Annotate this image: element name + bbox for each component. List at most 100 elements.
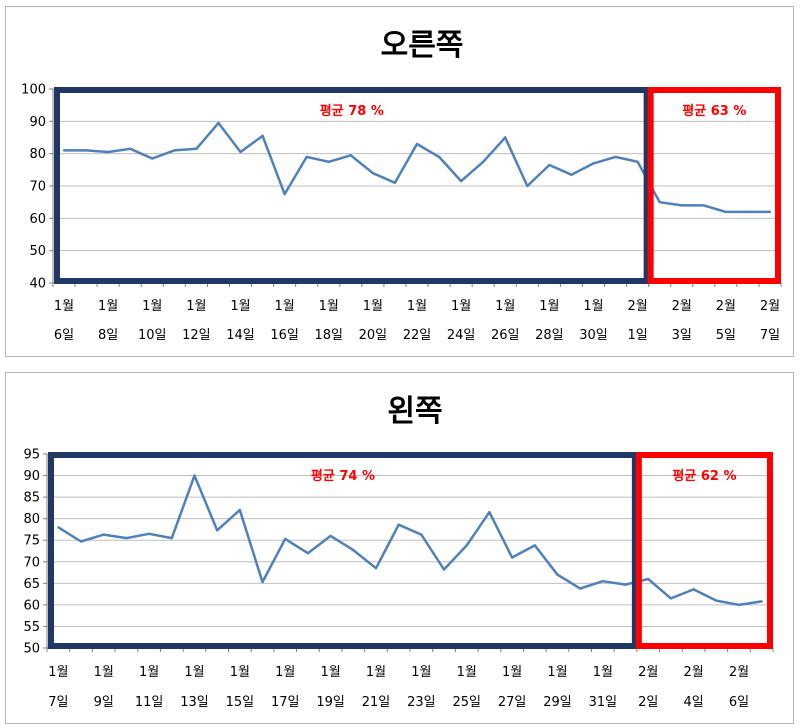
y-tick-label: 80 — [23, 512, 40, 527]
x-tick-label-day: 7일 — [48, 695, 68, 710]
x-tick-label-day: 23일 — [407, 695, 436, 710]
x-tick-label-month: 2월 — [716, 299, 736, 314]
data-point — [481, 160, 485, 163]
y-tick-label: 50 — [23, 642, 40, 657]
x-tick-label-day: 28일 — [535, 328, 564, 343]
data-point — [488, 511, 491, 514]
x-tick-label-month: 1월 — [547, 665, 567, 680]
data-point — [459, 179, 463, 183]
data-point — [397, 523, 400, 526]
data-point — [760, 600, 763, 603]
data-point — [306, 551, 310, 555]
x-tick-label-month: 1월 — [184, 665, 204, 680]
right-chart-panel: 오른쪽 40 50 60 70 80 90 100 1월 6일 1월 8일 1월 10일 1월 12일 1월 14… — [5, 6, 794, 357]
region-box — [48, 452, 638, 649]
y-tick-label: 60 — [29, 212, 46, 227]
data-point — [624, 583, 627, 586]
x-tick-label-month: 1월 — [230, 665, 250, 680]
x-tick-label-month: 1월 — [54, 299, 74, 314]
y-tick-label: 90 — [29, 115, 46, 130]
y-tick-label: 60 — [23, 598, 40, 613]
data-point — [658, 200, 661, 204]
x-tick-label-month: 1월 — [407, 299, 427, 314]
x-tick-label-day: 9일 — [94, 695, 114, 710]
data-point — [465, 544, 468, 547]
data-point — [238, 508, 242, 512]
x-tick-label-month: 1월 — [451, 299, 471, 314]
y-tick-label: 100 — [21, 83, 46, 98]
x-tick-label-month: 2월 — [638, 665, 658, 680]
y-tick-label: 40 — [29, 277, 46, 292]
data-point — [442, 568, 446, 571]
y-tick-label: 70 — [29, 180, 46, 195]
right-chart: 오른쪽 40 50 60 70 80 90 100 1월 6일 1월 8일 1월 10일 1월 12일 1월 14… — [21, 28, 782, 343]
data-point — [724, 210, 728, 214]
x-tick-label-month: 2월 — [672, 299, 692, 314]
x-tick-label-month: 2월 — [760, 299, 780, 314]
data-point — [570, 173, 573, 176]
x-tick-label-day: 17일 — [271, 695, 300, 710]
data-point — [170, 536, 173, 540]
x-tick-label-day: 18일 — [314, 328, 343, 343]
x-tick-label-day: 31일 — [589, 695, 618, 710]
data-point — [329, 534, 332, 538]
x-tick-label-day: 2일 — [638, 695, 658, 710]
data-point — [647, 577, 650, 581]
data-point — [284, 537, 287, 541]
data-point — [217, 121, 220, 125]
x-tick-label-month: 1월 — [98, 299, 118, 314]
region-box — [635, 452, 773, 649]
x-tick-label-month: 1월 — [411, 665, 431, 680]
x-tick-label-day: 6일 — [54, 328, 74, 343]
average-label: 평균 62 % — [672, 468, 736, 484]
data-point — [129, 147, 132, 151]
x-tick-label-month: 2월 — [627, 299, 647, 314]
x-tick-label-day: 12일 — [182, 328, 211, 343]
data-point — [283, 192, 286, 196]
x-tick-label-month: 1월 — [583, 299, 603, 314]
data-point — [79, 540, 83, 543]
data-point — [125, 536, 128, 540]
x-tick-label-month: 1월 — [593, 665, 613, 680]
data-point — [261, 134, 264, 138]
x-tick-label-month: 1월 — [230, 299, 250, 314]
y-tick-label: 80 — [29, 147, 46, 162]
x-tick-label-day: 8일 — [98, 328, 118, 343]
x-tick-label-day: 24일 — [447, 328, 476, 343]
series-line — [57, 474, 762, 607]
left-chart-panel: 왼쪽 50 55 60 65 70 75 80 85 90 95 1월 7일 1월 9일 1월 11일 1월 13일… — [5, 372, 794, 724]
x-tick-label-month: 1월 — [366, 665, 386, 680]
data-point — [526, 184, 529, 188]
x-tick-label-day: 26일 — [491, 328, 520, 343]
data-point — [702, 204, 705, 207]
average-label: 평균 63 % — [682, 103, 746, 119]
data-point — [84, 149, 88, 152]
data-point — [349, 154, 353, 157]
left-chart: 왼쪽 50 55 60 65 70 75 80 85 90 95 1월 7일 1월 9일 1월 11일 1월 13일… — [23, 394, 774, 710]
average-label: 평균 74 % — [311, 468, 375, 484]
x-tick-label-month: 1월 — [495, 299, 515, 314]
data-point — [669, 597, 673, 600]
data-point — [215, 529, 219, 532]
data-point — [371, 171, 375, 175]
region-box — [54, 87, 650, 284]
x-tick-label-day: 1일 — [627, 328, 647, 343]
data-point — [510, 556, 514, 559]
x-tick-label-day: 16일 — [270, 328, 299, 343]
y-tick-label: 65 — [23, 577, 40, 592]
x-tick-label-day: 15일 — [226, 695, 255, 710]
data-point — [193, 474, 196, 477]
x-tick-label-day: 5일 — [716, 328, 736, 343]
data-point — [504, 136, 507, 139]
data-point — [437, 155, 441, 159]
data-point — [102, 533, 105, 536]
data-point — [195, 147, 198, 151]
data-point — [305, 155, 308, 159]
average-label: 평균 78 % — [320, 103, 384, 119]
x-tick-label-day: 6일 — [729, 695, 749, 710]
x-tick-label-month: 1월 — [48, 665, 68, 680]
data-point — [106, 150, 110, 154]
x-tick-label-day: 3일 — [672, 328, 692, 343]
x-tick-label-month: 2월 — [729, 665, 749, 680]
x-tick-label-month: 1월 — [363, 299, 383, 314]
